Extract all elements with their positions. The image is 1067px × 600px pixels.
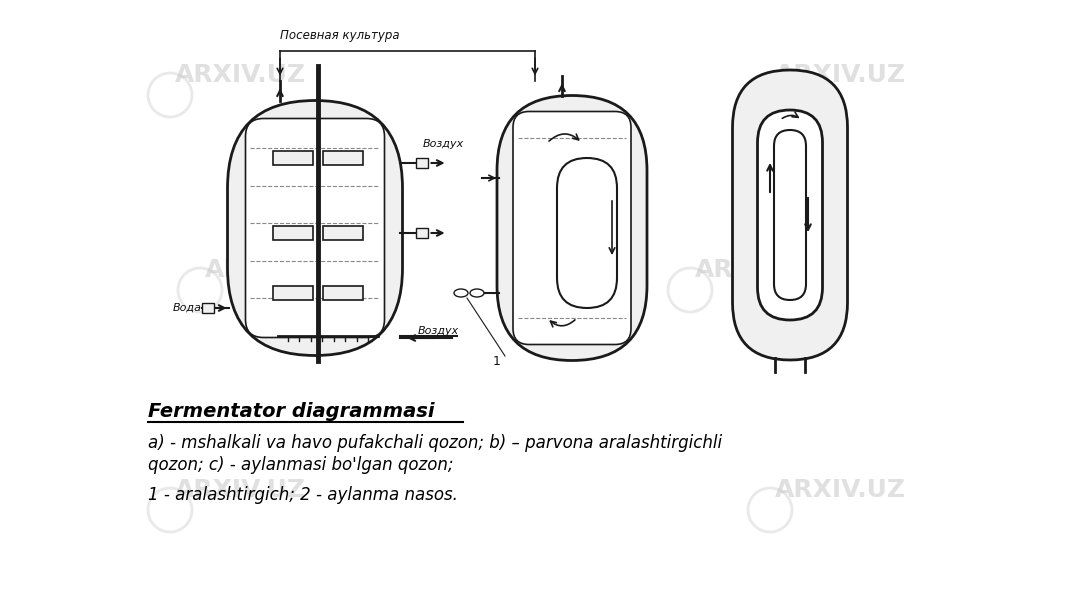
Text: a) - mshalkali va havo pufakchali qozon; b) – parvona aralashtirgichli: a) - mshalkali va havo pufakchali qozon;… [148,434,722,452]
Text: ARXIV.UZ: ARXIV.UZ [775,478,906,502]
Text: ARXIV.UZ: ARXIV.UZ [175,478,305,502]
Bar [273,286,313,300]
Bar [203,303,214,313]
FancyBboxPatch shape [758,110,823,320]
Ellipse shape [469,289,484,297]
Text: 1: 1 [493,355,500,368]
Text: ARXIV.UZ: ARXIV.UZ [205,258,335,282]
Text: Вода: Вода [173,303,202,313]
Bar [273,226,313,240]
FancyBboxPatch shape [245,118,384,337]
Bar [323,286,363,300]
Text: Посевная культура: Посевная культура [281,29,400,43]
Bar [416,228,429,238]
Text: Воздух: Воздух [423,139,464,149]
Text: qozon; c) - aylanmasi bo'lgan qozon;: qozon; c) - aylanmasi bo'lgan qozon; [148,456,453,474]
FancyBboxPatch shape [733,70,847,360]
Bar [323,226,363,240]
Bar [273,151,313,165]
Bar [323,151,363,165]
FancyBboxPatch shape [497,95,647,361]
Ellipse shape [453,289,468,297]
Text: Воздух: Воздух [417,326,459,336]
Text: ARXIV.UZ: ARXIV.UZ [175,63,305,87]
FancyBboxPatch shape [557,158,617,308]
Text: 1 - aralashtirgich; 2 - aylanma nasos.: 1 - aralashtirgich; 2 - aylanma nasos. [148,486,458,504]
FancyBboxPatch shape [227,100,402,355]
FancyBboxPatch shape [513,112,631,344]
Bar [416,158,429,168]
Text: ARXIV.UZ: ARXIV.UZ [695,258,826,282]
Text: Fermentator diagrammasi: Fermentator diagrammasi [148,402,434,421]
Text: ARXIV.UZ: ARXIV.UZ [775,63,906,87]
FancyBboxPatch shape [774,130,806,300]
